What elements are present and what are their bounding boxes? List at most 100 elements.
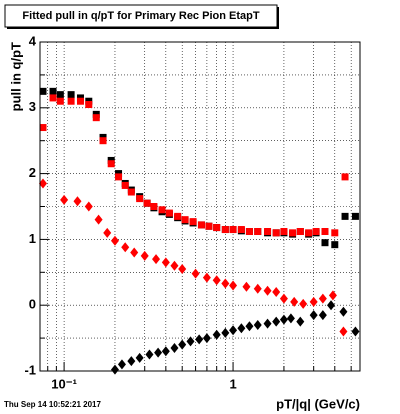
diamond-marker — [121, 242, 130, 253]
square-marker — [237, 226, 245, 234]
diamond-marker — [103, 227, 112, 238]
square-marker — [289, 229, 297, 237]
diamond-marker — [279, 293, 288, 304]
diamond-marker — [84, 201, 93, 212]
square-marker — [67, 91, 75, 99]
chart-title: Fitted pull in q/pT for Primary Rec Pion… — [22, 10, 259, 22]
square-marker — [158, 206, 166, 214]
square-marker — [245, 228, 253, 236]
square-marker — [321, 239, 329, 247]
y-tick-label: 1 — [29, 231, 36, 246]
diamond-marker — [202, 272, 211, 283]
diamond-marker — [272, 287, 281, 298]
square-marker — [181, 216, 189, 224]
diamond-marker — [73, 196, 82, 207]
square-marker — [264, 228, 272, 236]
square-marker — [165, 209, 173, 217]
diamond-marker — [221, 278, 230, 289]
square-marker — [76, 97, 84, 105]
diamond-marker — [212, 329, 221, 340]
square-marker — [205, 222, 213, 230]
diamond-marker — [135, 352, 144, 363]
square-marker — [115, 173, 123, 181]
square-marker — [280, 228, 288, 236]
diamond-marker — [245, 321, 254, 332]
diamond-marker — [339, 326, 348, 337]
y-tick-label: 3 — [29, 99, 36, 114]
title-box — [4, 4, 278, 28]
diamond-marker — [253, 319, 262, 330]
square-marker — [331, 229, 339, 237]
diamond-marker — [170, 342, 179, 353]
diamond-marker — [279, 314, 288, 325]
y-tick-label: 4 — [29, 33, 37, 48]
diamond-marker — [186, 336, 195, 347]
diamond-marker — [263, 318, 272, 329]
square-marker — [49, 94, 57, 102]
square-marker — [136, 195, 144, 203]
square-marker — [197, 221, 205, 229]
square-marker — [321, 228, 329, 236]
square-marker — [229, 226, 237, 234]
diamond-marker — [191, 268, 200, 279]
x-axis-label: pT/|q| (GeV/c) — [276, 396, 360, 411]
diamond-marker — [286, 313, 295, 324]
square-marker — [341, 212, 349, 220]
diamond-marker — [263, 285, 272, 296]
diamond-marker — [309, 296, 318, 307]
diamond-marker — [110, 364, 119, 375]
diamond-marker — [212, 275, 221, 286]
square-marker — [107, 160, 115, 168]
square-marker — [272, 229, 280, 237]
diamond-marker — [60, 194, 69, 205]
diamond-marker — [290, 296, 299, 307]
square-marker — [67, 97, 75, 105]
diamond-marker — [328, 290, 337, 301]
square-marker — [351, 212, 359, 220]
diamond-marker — [127, 356, 136, 367]
diamond-marker — [145, 349, 154, 360]
diamond-marker — [94, 214, 103, 225]
diamond-marker — [152, 254, 161, 265]
diamond-marker — [351, 326, 360, 337]
square-marker — [174, 212, 182, 220]
square-marker — [189, 218, 197, 226]
diamond-marker — [154, 347, 163, 358]
square-marker — [127, 188, 135, 196]
square-marker — [296, 228, 304, 236]
diamond-marker — [229, 280, 238, 291]
diamond-marker — [327, 300, 336, 311]
square-marker — [85, 101, 93, 109]
square-marker — [331, 241, 339, 249]
square-marker — [143, 199, 151, 207]
diamond-marker — [140, 250, 149, 261]
diamond-marker — [110, 235, 119, 246]
diamond-marker — [221, 327, 230, 338]
x-tick-label: 1 — [229, 376, 236, 391]
diamond-marker — [253, 283, 262, 294]
diamond-marker — [38, 178, 47, 189]
square-marker — [99, 137, 107, 145]
y-tick-label: 0 — [29, 297, 36, 312]
diamond-marker — [299, 298, 308, 309]
square-marker — [341, 173, 349, 181]
square-marker — [150, 203, 158, 210]
diamond-marker — [130, 247, 139, 258]
square-marker — [213, 224, 221, 232]
diamond-marker — [242, 281, 251, 292]
diamond-marker — [309, 310, 318, 321]
diamond-marker — [178, 339, 187, 350]
y-axis-label: pull in q/pT — [8, 42, 23, 111]
diamond-marker — [117, 359, 126, 370]
diamond-marker — [178, 264, 187, 275]
diamond-marker — [272, 316, 281, 327]
square-marker — [39, 124, 47, 132]
diamond-marker — [318, 310, 327, 321]
x-tick-label: 10⁻¹ — [51, 376, 77, 391]
square-marker — [56, 97, 64, 105]
square-marker — [221, 226, 229, 234]
square-marker — [312, 228, 320, 236]
diamond-marker — [296, 316, 305, 327]
